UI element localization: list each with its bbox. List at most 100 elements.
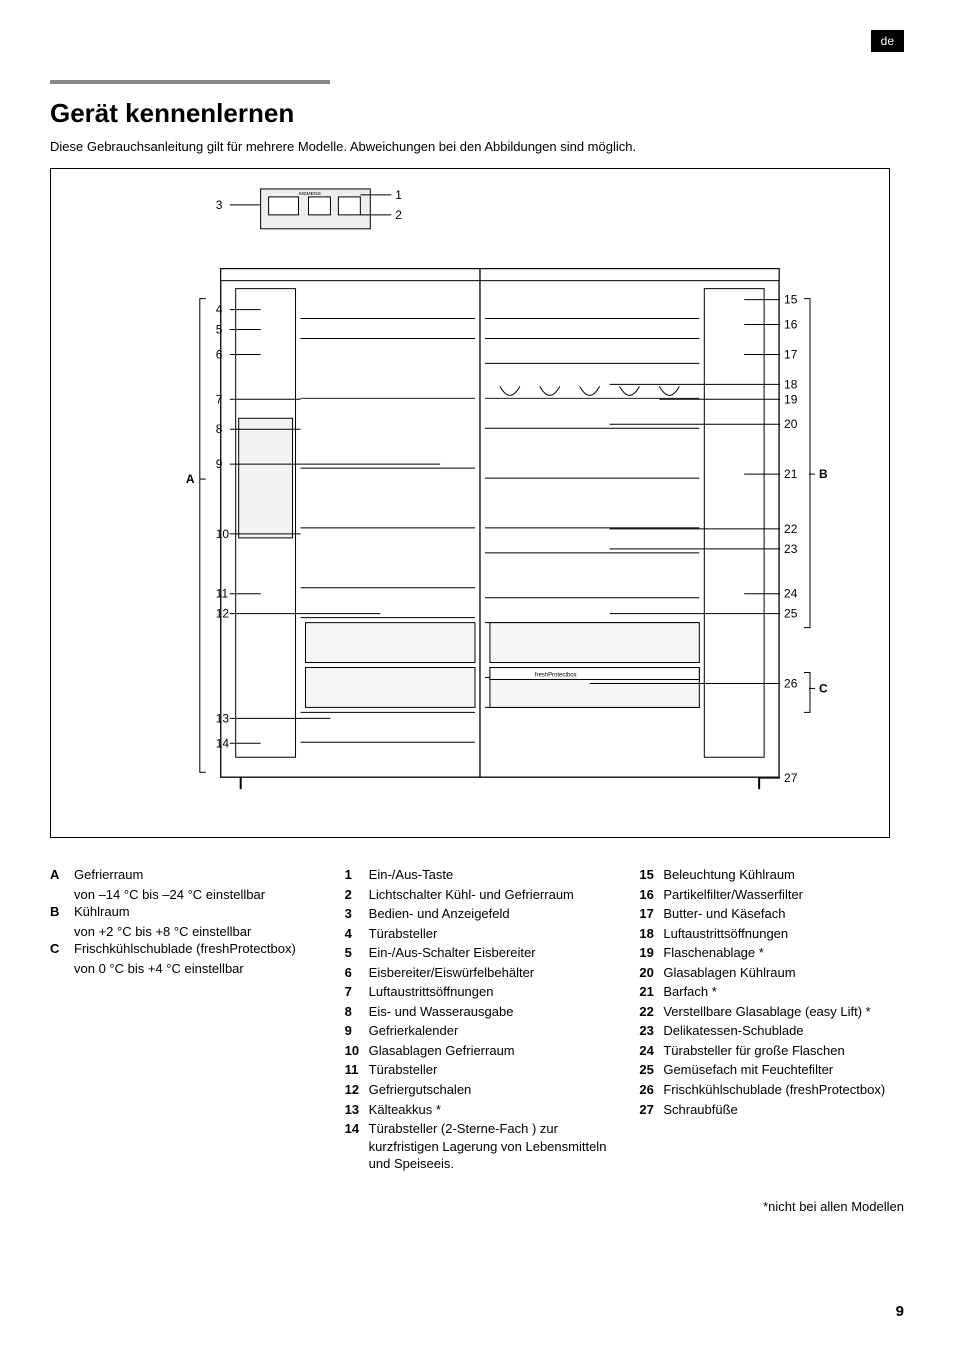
svg-text:24: 24 bbox=[784, 587, 798, 601]
legend-part: 22Verstellbare Glasablage (easy Lift) * bbox=[639, 1003, 904, 1021]
legend-sub: von –14 °C bis –24 °C einstellbar bbox=[74, 886, 315, 904]
legend-label: Partikelfilter/Wasserfilter bbox=[663, 886, 904, 904]
legend-part: 5Ein-/Aus-Schalter Eisbereiter bbox=[345, 944, 610, 962]
legend-label: Ein-/Aus-Schalter Eisbereiter bbox=[369, 944, 610, 962]
legend-section-a: A Gefrierraum bbox=[50, 866, 315, 884]
legend-label: Gefrierkalender bbox=[369, 1022, 610, 1040]
legend-key: 14 bbox=[345, 1120, 369, 1173]
svg-text:12: 12 bbox=[216, 607, 230, 621]
legend-part: 21Barfach * bbox=[639, 983, 904, 1001]
legend-column-sections: A Gefrierraum von –14 °C bis –24 °C eins… bbox=[50, 866, 315, 1175]
legend-key: 3 bbox=[345, 905, 369, 923]
legend-part: 20Glasablagen Kühlraum bbox=[639, 964, 904, 982]
legend-part: 9Gefrierkalender bbox=[345, 1022, 610, 1040]
legend-label: Flaschenablage * bbox=[663, 944, 904, 962]
legend-label: Kühlraum bbox=[74, 903, 315, 921]
svg-text:4: 4 bbox=[216, 303, 223, 317]
svg-text:SIEMENS: SIEMENS bbox=[299, 191, 322, 197]
legend-label: Glasablagen Kühlraum bbox=[663, 964, 904, 982]
svg-text:8: 8 bbox=[216, 422, 223, 436]
legend-label: Eis- und Wasserausgabe bbox=[369, 1003, 610, 1021]
legend-key: 16 bbox=[639, 886, 663, 904]
svg-text:13: 13 bbox=[216, 711, 230, 725]
footnote: *nicht bei allen Modellen bbox=[50, 1199, 904, 1214]
legend-label: Kälteakkus * bbox=[369, 1101, 610, 1119]
svg-text:C: C bbox=[819, 681, 828, 695]
svg-text:16: 16 bbox=[784, 318, 798, 332]
legend-part: 11Türabsteller bbox=[345, 1061, 610, 1079]
legend-key: 21 bbox=[639, 983, 663, 1001]
svg-text:1: 1 bbox=[395, 188, 402, 202]
svg-text:7: 7 bbox=[216, 392, 223, 406]
legend-column-parts-2: 15Beleuchtung Kühlraum16Partikelfilter/W… bbox=[639, 866, 904, 1175]
legend-key: A bbox=[50, 866, 74, 884]
legend-part: 19Flaschenablage * bbox=[639, 944, 904, 962]
legend-key: 1 bbox=[345, 866, 369, 884]
legend-key: 10 bbox=[345, 1042, 369, 1060]
legend-key: 4 bbox=[345, 925, 369, 943]
legend-label: Gefriergutschalen bbox=[369, 1081, 610, 1099]
legend-label: Frischkühlschublade (freshProtectbox) bbox=[663, 1081, 904, 1099]
appliance-diagram: freshProtectboxSIEMENS3456789A1011121314… bbox=[50, 168, 890, 838]
legend-key: 25 bbox=[639, 1061, 663, 1079]
language-badge: de bbox=[871, 30, 904, 52]
legend-key: 9 bbox=[345, 1022, 369, 1040]
svg-text:17: 17 bbox=[784, 347, 798, 361]
legend-label: Türabsteller bbox=[369, 1061, 610, 1079]
legend-label: Gemüsefach mit Feuchtefilter bbox=[663, 1061, 904, 1079]
legend-key: 13 bbox=[345, 1101, 369, 1119]
legend-part: 13Kälteakkus * bbox=[345, 1101, 610, 1119]
legend-part: 23Delikatessen-Schublade bbox=[639, 1022, 904, 1040]
legend-key: 19 bbox=[639, 944, 663, 962]
legend-part: 1Ein-/Aus-Taste bbox=[345, 866, 610, 884]
legend-label: Türabsteller für große Flaschen bbox=[663, 1042, 904, 1060]
svg-text:19: 19 bbox=[784, 392, 798, 406]
legend-part: 8Eis- und Wasserausgabe bbox=[345, 1003, 610, 1021]
legend-label: Butter- und Käsefach bbox=[663, 905, 904, 923]
legend-part: 14Türabsteller (2-Sterne-Fach ) zur kurz… bbox=[345, 1120, 610, 1173]
legend-part: 10Glasablagen Gefrierraum bbox=[345, 1042, 610, 1060]
legend-label: Barfach * bbox=[663, 983, 904, 1001]
legend-label: Gefrierraum bbox=[74, 866, 315, 884]
legend-label: Bedien- und Anzeigefeld bbox=[369, 905, 610, 923]
svg-text:9: 9 bbox=[216, 457, 223, 471]
legend-label: Türabsteller bbox=[369, 925, 610, 943]
page-title: Gerät kennenlernen bbox=[50, 98, 904, 129]
legend-label: Ein-/Aus-Taste bbox=[369, 866, 610, 884]
legend-label: Lichtschalter Kühl- und Gefrierraum bbox=[369, 886, 610, 904]
legend-part: 4Türabsteller bbox=[345, 925, 610, 943]
legend-label: Türabsteller (2-Sterne-Fach ) zur kurzfr… bbox=[369, 1120, 610, 1173]
legend-key: 24 bbox=[639, 1042, 663, 1060]
svg-text:20: 20 bbox=[784, 417, 798, 431]
legend-part: 7Luftaustrittsöffnungen bbox=[345, 983, 610, 1001]
svg-text:freshProtectbox: freshProtectbox bbox=[535, 672, 577, 678]
svg-text:14: 14 bbox=[216, 736, 230, 750]
svg-text:15: 15 bbox=[784, 293, 798, 307]
legend-part: 18Luftaustrittsöffnungen bbox=[639, 925, 904, 943]
legend-label: Luftaustrittsöffnungen bbox=[663, 925, 904, 943]
svg-text:10: 10 bbox=[216, 527, 230, 541]
legend-part: 24Türabsteller für große Flaschen bbox=[639, 1042, 904, 1060]
legend-section-b: B Kühlraum bbox=[50, 903, 315, 921]
legend-key: 23 bbox=[639, 1022, 663, 1040]
svg-text:5: 5 bbox=[216, 323, 223, 337]
svg-text:11: 11 bbox=[216, 587, 229, 601]
header-rule bbox=[50, 80, 330, 84]
legend-label: Eisbereiter/Eiswürfelbehälter bbox=[369, 964, 610, 982]
legend-key: 8 bbox=[345, 1003, 369, 1021]
legend-part: 6Eisbereiter/Eiswürfelbehälter bbox=[345, 964, 610, 982]
svg-text:18: 18 bbox=[784, 377, 798, 391]
svg-text:B: B bbox=[819, 467, 828, 481]
legend-column-parts-1: 1Ein-/Aus-Taste2Lichtschalter Kühl- und … bbox=[345, 866, 610, 1175]
legend-part: 12Gefriergutschalen bbox=[345, 1081, 610, 1099]
legend-part: 26Frischkühlschublade (freshProtectbox) bbox=[639, 1081, 904, 1099]
legend-key: 22 bbox=[639, 1003, 663, 1021]
legend-key: 11 bbox=[345, 1061, 369, 1079]
legend-columns: A Gefrierraum von –14 °C bis –24 °C eins… bbox=[50, 866, 904, 1175]
svg-text:2: 2 bbox=[395, 208, 402, 222]
legend-sub: von 0 °C bis +4 °C einstellbar bbox=[74, 960, 315, 978]
svg-text:23: 23 bbox=[784, 542, 798, 556]
svg-text:26: 26 bbox=[784, 676, 798, 690]
svg-text:A: A bbox=[186, 472, 195, 486]
svg-text:27: 27 bbox=[784, 771, 798, 785]
